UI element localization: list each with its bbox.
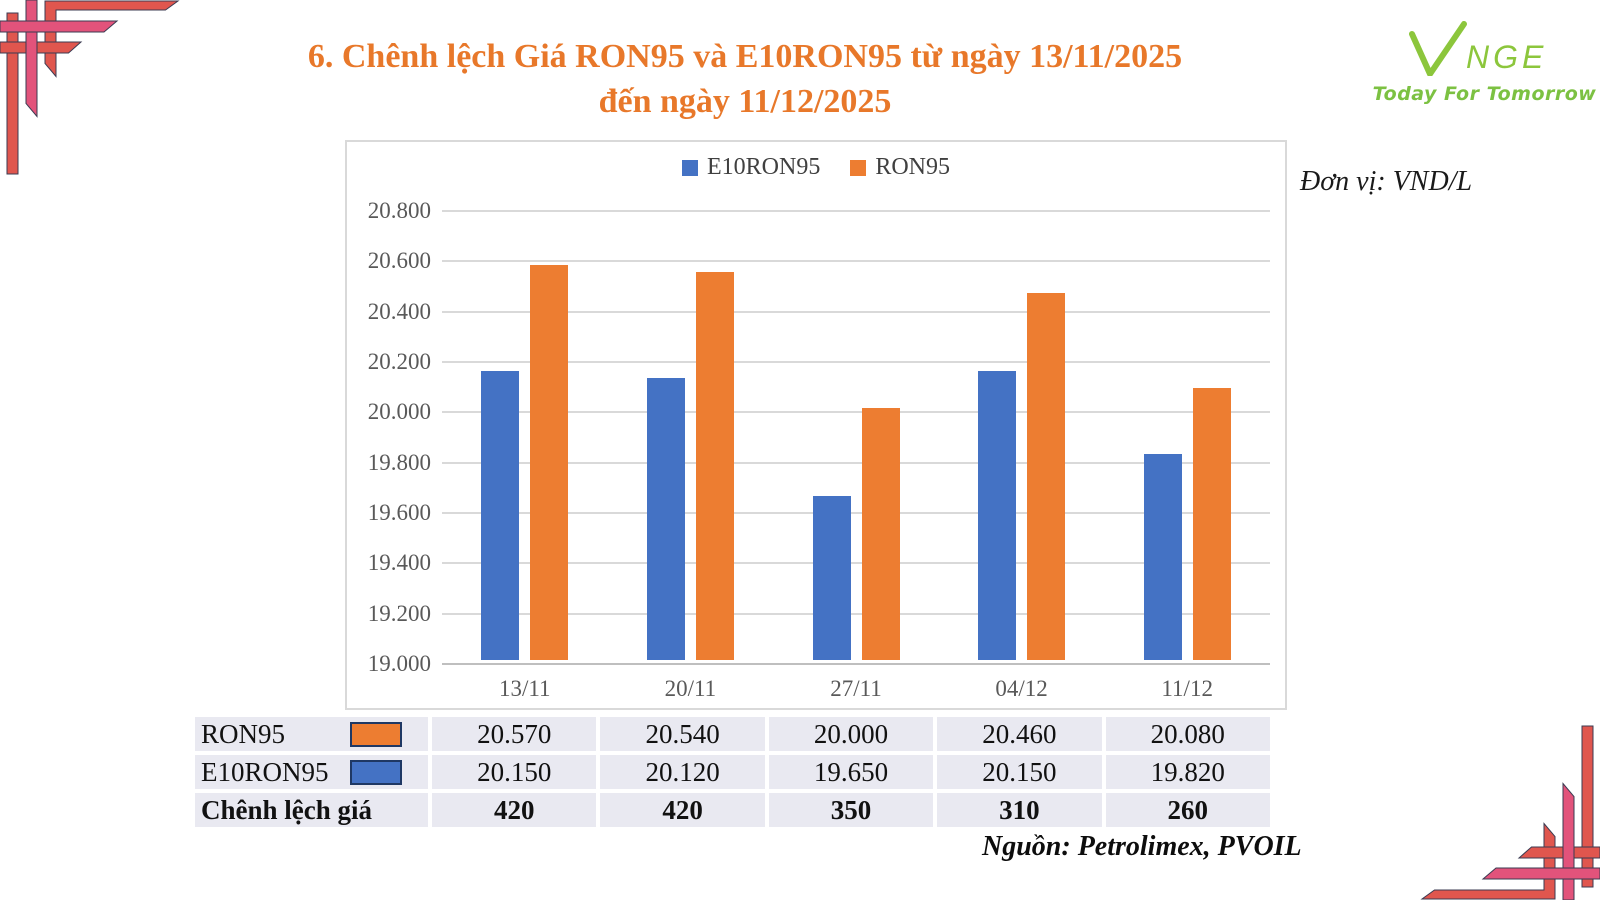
bar-E10RON95-27-11 bbox=[812, 496, 851, 660]
table-value-cell: 20.460 bbox=[937, 717, 1102, 751]
table-value-cell: 19.820 bbox=[1105, 755, 1270, 789]
gridline bbox=[442, 512, 1270, 514]
page-title: 6. Chênh lệch Giá RON95 và E10RON95 từ n… bbox=[230, 34, 1260, 124]
x-axis-tick-label: 13/11 bbox=[499, 676, 551, 701]
gridline bbox=[442, 612, 1270, 615]
gridline bbox=[442, 411, 1270, 414]
table-value-cell: 310 bbox=[937, 793, 1102, 827]
table-value-cell: 260 bbox=[1105, 793, 1270, 827]
bar-E10RON95-11-12 bbox=[1143, 453, 1182, 660]
table-row-label: E10RON95 bbox=[201, 756, 329, 787]
table-value-cell: 19.650 bbox=[768, 755, 934, 789]
x-axis-tick-label: 27/11 bbox=[830, 676, 882, 701]
gridline bbox=[442, 663, 1270, 665]
table-row-label-cell: RON95 bbox=[195, 717, 428, 751]
logo-checkmark-v-icon: NGE bbox=[1408, 21, 1547, 77]
bar-chart: E10RON95 RON95 19.000 19.200 19.400 19.600 19… bbox=[345, 140, 1287, 710]
bar-RON95-11-12 bbox=[1192, 388, 1231, 660]
table-value-cell: 420 bbox=[600, 793, 765, 827]
bar-RON95-13-11 bbox=[530, 264, 569, 660]
table-row-label: Chênh lệch giá bbox=[201, 794, 373, 825]
table-series-swatch-icon bbox=[350, 721, 402, 747]
gridline bbox=[442, 260, 1270, 263]
gridline bbox=[442, 562, 1270, 565]
table-series-swatch-icon bbox=[350, 759, 402, 785]
legend-label: RON95 bbox=[875, 154, 950, 180]
bar-RON95-27-11 bbox=[861, 408, 900, 660]
legend-label: E10RON95 bbox=[706, 154, 821, 180]
x-axis-tick-label: 20/11 bbox=[664, 676, 717, 701]
source-note: Nguồn: Petrolimex, PVOIL bbox=[982, 831, 1302, 862]
table-value-cell: 20.150 bbox=[432, 755, 597, 789]
y-axis-tick-label: 20.000 bbox=[367, 399, 431, 425]
legend-item-E10RON95: E10RON95 bbox=[681, 154, 821, 181]
bar-RON95-20-11 bbox=[695, 272, 734, 660]
y-axis-tick-label: 19.800 bbox=[367, 449, 431, 475]
chart-legend: E10RON95 RON95 bbox=[347, 154, 1285, 181]
legend-swatch-icon bbox=[850, 159, 867, 176]
x-axis-tick-label: 11/12 bbox=[1161, 676, 1213, 701]
gridline bbox=[442, 310, 1270, 313]
bar-E10RON95-20-11 bbox=[646, 378, 685, 660]
table-row-label-cell: Chênh lệch giá bbox=[195, 793, 428, 827]
table-value-cell: 20.150 bbox=[937, 755, 1102, 789]
x-axis-tick-label: 04/12 bbox=[995, 676, 1048, 701]
bar-E10RON95-13-11 bbox=[481, 370, 520, 660]
corner-decoration-bottom-right-icon bbox=[1415, 715, 1600, 900]
logo-tagline: Today For Tomorrow bbox=[1372, 83, 1597, 105]
table-value-cell: 20.540 bbox=[600, 717, 765, 751]
y-axis-tick-label: 19.600 bbox=[367, 500, 431, 525]
table-value-cell: 20.080 bbox=[1105, 717, 1270, 751]
table-value-cell: 350 bbox=[768, 793, 934, 827]
table-value-cell: 20.120 bbox=[600, 755, 765, 789]
table-value-cell: 420 bbox=[432, 793, 597, 827]
legend-swatch-icon bbox=[681, 159, 698, 176]
table-value-cell: 20.000 bbox=[768, 717, 934, 751]
logo-brand-text: NGE bbox=[1466, 39, 1547, 75]
gridline bbox=[442, 361, 1270, 363]
legend-item-RON95: RON95 bbox=[850, 154, 950, 181]
y-axis-tick-label: 20.200 bbox=[367, 349, 431, 374]
page-title-line1: 6. Chênh lệch Giá RON95 và E10RON95 từ n… bbox=[307, 38, 1183, 75]
unit-label: Đơn vị: VND/L bbox=[1300, 166, 1473, 197]
gridline bbox=[442, 461, 1270, 464]
table-row-label: RON95 bbox=[201, 718, 286, 749]
y-axis-tick-label: 20.600 bbox=[367, 248, 431, 274]
bar-E10RON95-04-12 bbox=[978, 370, 1017, 660]
corner-decoration-top-left-icon bbox=[0, 0, 185, 185]
table-row-label-cell: E10RON95 bbox=[195, 755, 428, 789]
y-axis-tick-label: 20.400 bbox=[367, 298, 431, 324]
y-axis-tick-label: 19.400 bbox=[367, 550, 431, 576]
bar-RON95-04-12 bbox=[1027, 292, 1066, 660]
brand-logo: NGE Today For Tomorrow bbox=[1372, 20, 1597, 105]
y-axis-tick-label: 19.200 bbox=[367, 600, 431, 626]
table-value-cell: 20.570 bbox=[432, 717, 597, 751]
y-axis-tick-label: 19.000 bbox=[367, 651, 431, 676]
y-axis-tick-label: 20.800 bbox=[367, 198, 431, 223]
data-table: RON95 20.570 20.540 20.000 20.460 20.080 E10RO… bbox=[195, 717, 1270, 827]
gridline bbox=[442, 210, 1270, 212]
page-title-line2: đến ngày 11/12/2025 bbox=[598, 83, 892, 120]
